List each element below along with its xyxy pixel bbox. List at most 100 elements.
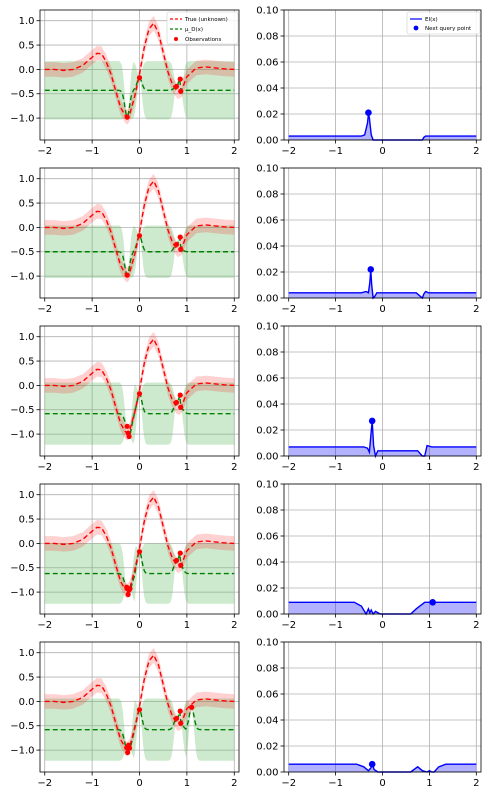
gp-xtick-label: 2 xyxy=(231,778,237,789)
observation-point xyxy=(136,391,143,397)
next-query-point xyxy=(368,417,376,425)
legend-obs-label: Observations xyxy=(185,37,221,43)
gp-xtick-label: 0 xyxy=(136,462,142,473)
true-function-band xyxy=(44,647,235,757)
true-function-line xyxy=(44,21,235,119)
gp-xtick-label: −2 xyxy=(37,462,52,473)
ei-xtick-label: −1 xyxy=(328,146,343,157)
gp-ytick-label: 0.0 xyxy=(19,65,35,76)
true-function-line xyxy=(44,337,235,435)
true-function-line xyxy=(44,653,235,751)
true-function-band xyxy=(44,173,235,283)
gp-legend: True (unknown) μ_D(x) Observations xyxy=(166,11,239,45)
ei-ytick-label: 0.00 xyxy=(256,452,278,463)
posterior-mean-line xyxy=(44,234,235,276)
observation-point xyxy=(136,549,143,555)
observation-point xyxy=(127,586,133,592)
gp-xtick-label: −1 xyxy=(85,304,100,315)
gp-panel-3: −2 −1 0 1 2 1.0 0.5 0.0 −0.5 −1.0 xyxy=(10,325,240,473)
ei-ytick-label: 0.10 xyxy=(256,638,278,649)
observation-point xyxy=(126,745,133,751)
gp-ytick-label: 0.0 xyxy=(19,223,35,234)
ei-fill xyxy=(288,602,477,614)
ei-ytick-label: 0.10 xyxy=(256,164,278,175)
ei-xtick-label: 2 xyxy=(473,778,479,789)
ei-ytick-label: 0.06 xyxy=(256,216,278,227)
legend-mean-label: μ_D(x) xyxy=(185,27,203,33)
observation-point xyxy=(173,83,180,90)
observation-point xyxy=(126,433,132,440)
ei-xtick-label: 2 xyxy=(473,620,479,631)
observation-point xyxy=(178,246,184,252)
posterior-mean-line xyxy=(44,550,235,595)
legend-next-label: Next query point xyxy=(425,26,472,32)
observation-point xyxy=(177,76,183,82)
ei-line xyxy=(288,269,477,300)
ei-xtick-label: −2 xyxy=(281,620,296,631)
gp-xtick-label: 1 xyxy=(184,304,190,315)
ei-ytick-label: 0.02 xyxy=(256,426,278,437)
ei-xtick-label: −1 xyxy=(328,620,343,631)
ei-ytick-label: 0.08 xyxy=(256,506,278,517)
observation-point xyxy=(125,749,131,756)
next-query-point xyxy=(367,266,375,273)
ei-ytick-label: 0.00 xyxy=(256,768,278,779)
ei-fill xyxy=(288,269,477,298)
ei-ytick-label: 0.10 xyxy=(256,6,278,17)
ei-xtick-label: −1 xyxy=(328,462,343,473)
observation-point xyxy=(178,562,184,568)
ei-ytick-label: 0.02 xyxy=(256,110,278,121)
gp-ytick-label: 1.0 xyxy=(19,490,35,501)
ei-ytick-label: 0.08 xyxy=(256,32,278,43)
observation-point xyxy=(177,392,183,398)
ei-xtick-label: 0 xyxy=(379,462,385,473)
gp-ytick-label: −0.5 xyxy=(10,247,34,258)
gp-ytick-label: 0.5 xyxy=(19,673,35,684)
true-function-line xyxy=(44,495,235,593)
ei-xtick-label: −2 xyxy=(281,146,296,157)
ei-xtick-label: 0 xyxy=(379,304,385,315)
ei-xtick-label: 1 xyxy=(426,146,432,157)
gp-ytick-label: −1.0 xyxy=(10,588,34,599)
ei-xtick-label: −1 xyxy=(328,778,343,789)
gp-ytick-label: 0.5 xyxy=(19,41,35,52)
ei-xtick-label: 2 xyxy=(473,146,479,157)
ei-legend-box xyxy=(406,11,481,35)
ei-xtick-label: 1 xyxy=(426,462,432,473)
gp-xtick-label: 0 xyxy=(136,146,142,157)
gp-xtick-label: 2 xyxy=(231,462,237,473)
next-query-point xyxy=(365,109,372,116)
gp-xtick-label: 1 xyxy=(184,778,190,789)
ei-ytick-label: 0.00 xyxy=(256,294,278,305)
gp-panel-4: −2 −1 0 1 2 1.0 0.5 0.0 −0.5 −1.0 xyxy=(10,483,240,631)
observation-point xyxy=(136,75,143,81)
true-function-band xyxy=(44,489,235,599)
ei-fill xyxy=(288,764,477,772)
observation-point xyxy=(173,241,180,248)
ei-ytick-label: 0.10 xyxy=(256,322,278,333)
gp-ytick-label: 1.0 xyxy=(19,174,35,185)
ei-panel-1: −2 −1 0 1 2 0.10 0.08 0.06 0.04 0.02 0.00 EI(x) Next… xyxy=(256,6,482,157)
observation-point xyxy=(177,234,183,240)
gp-xtick-label: −1 xyxy=(85,146,100,157)
gp-xtick-label: −2 xyxy=(37,304,52,315)
observation-point xyxy=(177,708,183,714)
observation-point xyxy=(125,591,131,598)
gp-xtick-label: 2 xyxy=(231,146,237,157)
ei-ytick-label: 0.08 xyxy=(256,348,278,359)
observation-point xyxy=(173,715,180,722)
gp-ytick-label: 1.0 xyxy=(19,648,35,659)
next-query-point xyxy=(429,599,436,606)
gp-legend-box xyxy=(166,11,239,45)
ei-ytick-label: 0.04 xyxy=(256,400,278,411)
gp-panel-5: −2 −1 0 1 2 1.0 0.5 0.0 −0.5 −1.0 xyxy=(10,641,240,789)
ei-ytick-label: 0.04 xyxy=(256,716,278,727)
ei-ytick-label: 0.02 xyxy=(256,268,278,279)
gp-xtick-label: 0 xyxy=(136,620,142,631)
gp-ytick-label: 0.0 xyxy=(19,539,35,550)
gp-ytick-label: −0.5 xyxy=(10,405,34,416)
gp-xtick-label: −2 xyxy=(37,146,52,157)
gp-ytick-label: 0.5 xyxy=(19,515,35,526)
ei-ytick-label: 0.00 xyxy=(256,136,278,147)
true-function-line xyxy=(44,179,235,277)
